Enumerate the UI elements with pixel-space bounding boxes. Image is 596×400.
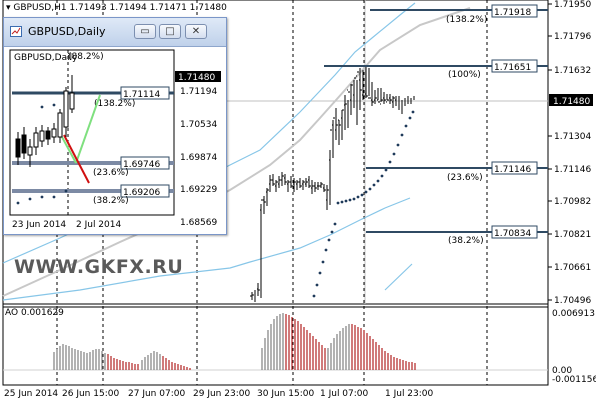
current-price-label: 1.71480 bbox=[553, 97, 590, 107]
time-label-3: 29 Jun 23:00 bbox=[193, 389, 250, 399]
daily-fib-38-pct: (38.2%) bbox=[93, 196, 129, 206]
ao-axis: 0.006913 0.00 -0.001156 bbox=[552, 309, 596, 385]
daily-chart[interactable]: 1.71114 1.69746 1.69206 (138.2%) (23.6%)… bbox=[4, 47, 226, 234]
ao-axis-label-0: 0.006913 bbox=[552, 309, 595, 319]
daily-current-price: 1.71480 bbox=[178, 73, 215, 83]
price-label-6: 1.70982 bbox=[554, 197, 591, 207]
maximize-button[interactable]: □ bbox=[159, 24, 181, 39]
daily-fib-23-price: 1.69746 bbox=[123, 160, 160, 170]
daily-price-label-5: 1.68569 bbox=[180, 218, 217, 228]
daily-fib-138-pct: (138.2%) bbox=[94, 99, 135, 109]
daily-window-titlebar[interactable]: GBPUSD,Daily ▭ □ ✕ bbox=[4, 18, 226, 47]
parabolic-sar bbox=[312, 110, 415, 298]
fib-138-pct-label: (138.2%) bbox=[446, 15, 487, 25]
moving-average-line bbox=[2, 7, 471, 297]
price-label-8: 1.70661 bbox=[554, 263, 591, 273]
price-axis: 1.71950 1.71796 1.71632 1.71480 1.71304 … bbox=[548, 0, 593, 306]
daily-fib-23-pct: (23.6%) bbox=[93, 168, 129, 178]
daily-fib-red-line bbox=[63, 134, 90, 184]
daily-chart-window[interactable]: GBPUSD,Daily ▭ □ ✕ 1.71114 1.69746 1.692… bbox=[3, 17, 227, 235]
daily-fib-green-line-2 bbox=[61, 136, 77, 164]
close-button[interactable]: ✕ bbox=[185, 24, 207, 39]
minimize-button[interactable]: ▭ bbox=[134, 24, 156, 39]
daily-window-title: GBPUSD,Daily bbox=[28, 25, 106, 38]
fib-price-boxes bbox=[491, 4, 538, 239]
fibonacci-levels[interactable] bbox=[324, 9, 548, 233]
chart-window-icon bbox=[10, 26, 22, 37]
daily-time-label-1: 2 Jul 2014 bbox=[76, 220, 121, 230]
symbol-header-text: GBPUSD,H1 1.71493 1.71494 1.71471 1.7148… bbox=[13, 3, 227, 13]
daily-price-label-3: 1.69874 bbox=[180, 153, 217, 163]
daily-fib-138-price: 1.71114 bbox=[123, 90, 160, 100]
fib-23-price-label: 1.71146 bbox=[494, 165, 531, 175]
price-label-2: 1.71632 bbox=[554, 66, 591, 76]
daily-candles bbox=[15, 75, 75, 167]
fib-38-pct-label: (38.2%) bbox=[448, 236, 484, 246]
watermark: WWW.GKFX.RU bbox=[14, 256, 184, 278]
time-label-5: 1 Jul 07:00 bbox=[320, 389, 369, 399]
price-label-1: 1.71796 bbox=[554, 32, 591, 42]
daily-time-label-0: 23 Jun 2014 bbox=[12, 220, 66, 230]
minimize-icon: ▭ bbox=[140, 26, 150, 37]
daily-symbol-label: GBPUSD,Daily bbox=[14, 53, 78, 63]
lower-band bbox=[2, 197, 411, 301]
daily-price-label-1: 1.71194 bbox=[180, 87, 217, 97]
daily-parabolic-sar bbox=[16, 103, 68, 205]
lower-band-tail bbox=[384, 263, 413, 291]
fib-100-pct-label: (100%) bbox=[448, 70, 481, 80]
ao-histogram bbox=[53, 313, 416, 370]
fib-23-pct-label: (23.6%) bbox=[447, 173, 483, 183]
maximize-icon: □ bbox=[165, 26, 175, 37]
price-label-0: 1.71950 bbox=[554, 0, 591, 10]
price-bars bbox=[250, 66, 415, 302]
time-axis: 25 Jun 2014 26 Jun 15:00 27 Jun 07:00 29… bbox=[4, 389, 434, 399]
ao-indicator-label: AO 0.001629 bbox=[5, 308, 64, 318]
price-label-7: 1.70821 bbox=[554, 230, 591, 240]
time-label-2: 27 Jun 07:00 bbox=[128, 389, 185, 399]
fib-138-price-label: 1.71918 bbox=[494, 8, 531, 18]
ao-axis-label-1: 0.00 bbox=[552, 366, 572, 376]
daily-price-label-2: 1.70534 bbox=[180, 120, 217, 130]
daily-fib-green-line bbox=[75, 94, 101, 164]
price-label-5: 1.71146 bbox=[554, 165, 591, 175]
fib-38-price-label: 1.70834 bbox=[494, 229, 531, 239]
time-label-1: 26 Jun 15:00 bbox=[62, 389, 119, 399]
price-label-4: 1.71304 bbox=[554, 132, 591, 142]
time-label-4: 30 Jun 15:00 bbox=[257, 389, 314, 399]
close-icon: ✕ bbox=[191, 26, 201, 37]
daily-fib-38-price: 1.69206 bbox=[123, 188, 160, 198]
ao-axis-label-2: -0.001156 bbox=[552, 375, 596, 385]
time-label-6: 1 Jul 23:00 bbox=[385, 389, 434, 399]
price-label-9: 1.70496 bbox=[554, 296, 591, 306]
daily-price-label-4: 1.69229 bbox=[180, 185, 217, 195]
time-label-0: 25 Jun 2014 bbox=[4, 389, 58, 399]
fib-100-price-label: 1.71651 bbox=[494, 63, 531, 73]
daily-partial-label: (88.2%) bbox=[68, 52, 104, 62]
collapse-triangle-icon[interactable]: ▾ bbox=[6, 3, 11, 13]
symbol-header: ▾ GBPUSD,H1 1.71493 1.71494 1.71471 1.71… bbox=[6, 3, 227, 13]
